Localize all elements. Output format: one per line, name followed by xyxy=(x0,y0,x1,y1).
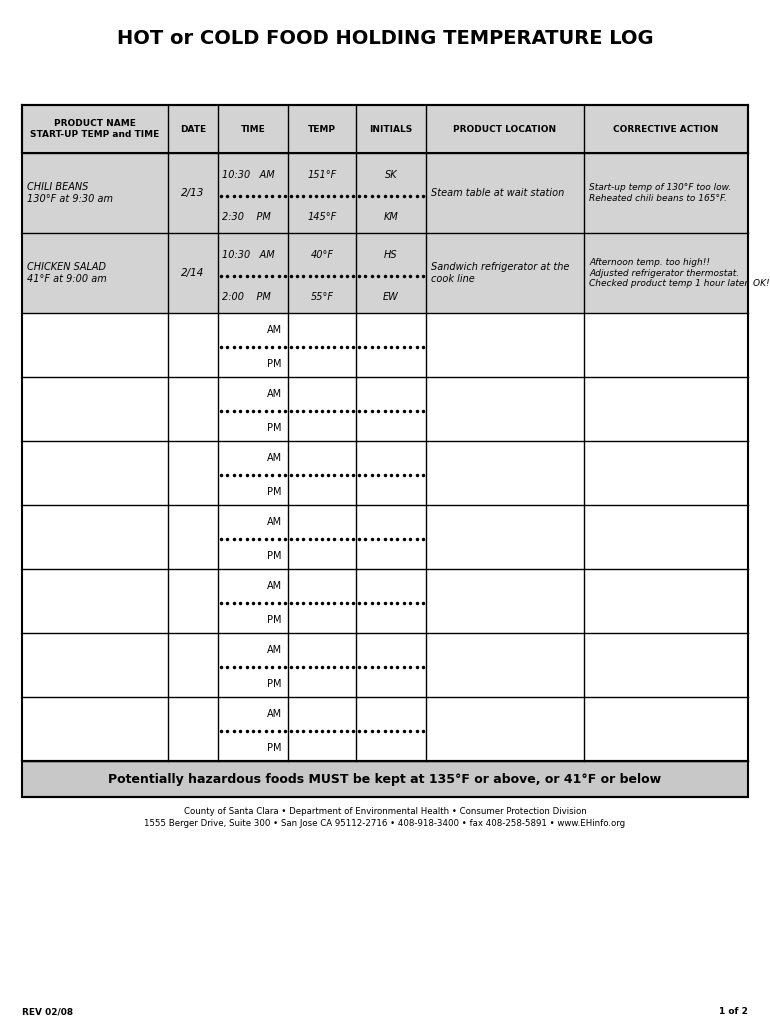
Bar xyxy=(22,441,748,505)
Text: AM: AM xyxy=(267,326,282,335)
Text: AM: AM xyxy=(267,582,282,591)
Bar xyxy=(22,761,748,797)
Text: County of Santa Clara • Department of Environmental Health • Consumer Protection: County of Santa Clara • Department of En… xyxy=(183,807,587,815)
Text: 2/13: 2/13 xyxy=(181,188,205,198)
Bar xyxy=(22,505,748,569)
Text: PM: PM xyxy=(267,423,282,433)
Bar xyxy=(22,377,748,441)
Text: PM: PM xyxy=(267,743,282,754)
Text: REV 02/08: REV 02/08 xyxy=(22,1008,73,1017)
Text: INITIALS: INITIALS xyxy=(370,125,413,133)
Bar xyxy=(22,313,748,377)
Text: KM: KM xyxy=(383,212,398,222)
Text: Afternoon temp. too high!!
Adjusted refrigerator thermostat.
Checked product tem: Afternoon temp. too high!! Adjusted refr… xyxy=(589,258,770,288)
Text: PM: PM xyxy=(267,551,282,561)
Text: Steam table at wait station: Steam table at wait station xyxy=(431,188,564,198)
Text: SK: SK xyxy=(385,170,397,179)
Text: AM: AM xyxy=(267,454,282,463)
Text: 55°F: 55°F xyxy=(310,292,333,302)
Bar xyxy=(22,569,748,633)
Text: PM: PM xyxy=(267,679,282,689)
Text: 40°F: 40°F xyxy=(310,250,333,260)
Text: 10:30   AM: 10:30 AM xyxy=(222,170,275,179)
Text: PM: PM xyxy=(267,487,282,498)
Text: CHICKEN SALAD
41°F at 9:00 am: CHICKEN SALAD 41°F at 9:00 am xyxy=(27,262,107,284)
Text: TEMP: TEMP xyxy=(308,125,336,133)
Text: AM: AM xyxy=(267,517,282,527)
Text: 2:00    PM: 2:00 PM xyxy=(222,292,271,302)
Text: Sandwich refrigerator at the
cook line: Sandwich refrigerator at the cook line xyxy=(431,262,569,284)
Text: AM: AM xyxy=(267,389,282,399)
Text: 10:30   AM: 10:30 AM xyxy=(222,250,275,260)
Bar xyxy=(22,697,748,761)
Text: 145°F: 145°F xyxy=(307,212,336,222)
Text: Start-up temp of 130°F too low.
Reheated chili beans to 165°F.: Start-up temp of 130°F too low. Reheated… xyxy=(589,183,731,203)
Text: 2/14: 2/14 xyxy=(181,268,205,278)
Text: PRODUCT LOCATION: PRODUCT LOCATION xyxy=(454,125,557,133)
Text: 2:30    PM: 2:30 PM xyxy=(222,212,271,222)
Bar xyxy=(22,233,748,313)
Bar xyxy=(22,105,748,153)
Text: AM: AM xyxy=(267,710,282,719)
Text: CORRECTIVE ACTION: CORRECTIVE ACTION xyxy=(614,125,718,133)
Text: PM: PM xyxy=(267,359,282,370)
Text: CHILI BEANS
130°F at 9:30 am: CHILI BEANS 130°F at 9:30 am xyxy=(27,182,113,204)
Bar xyxy=(22,633,748,697)
Text: 1555 Berger Drive, Suite 300 • San Jose CA 95112-2716 • 408-918-3400 • fax 408-2: 1555 Berger Drive, Suite 300 • San Jose … xyxy=(145,819,625,828)
Text: DATE: DATE xyxy=(180,125,206,133)
Text: AM: AM xyxy=(267,645,282,655)
Text: EW: EW xyxy=(383,292,399,302)
Text: 151°F: 151°F xyxy=(307,170,336,179)
Bar xyxy=(22,153,748,233)
Text: PRODUCT NAME
START-UP TEMP and TIME: PRODUCT NAME START-UP TEMP and TIME xyxy=(30,120,159,138)
Text: HOT or COLD FOOD HOLDING TEMPERATURE LOG: HOT or COLD FOOD HOLDING TEMPERATURE LOG xyxy=(117,29,653,47)
Text: TIME: TIME xyxy=(240,125,266,133)
Text: PM: PM xyxy=(267,615,282,626)
Text: HS: HS xyxy=(384,250,398,260)
Text: Potentially hazardous foods MUST be kept at 135°F or above, or 41°F or below: Potentially hazardous foods MUST be kept… xyxy=(109,772,661,785)
Text: 1 of 2: 1 of 2 xyxy=(719,1008,748,1017)
